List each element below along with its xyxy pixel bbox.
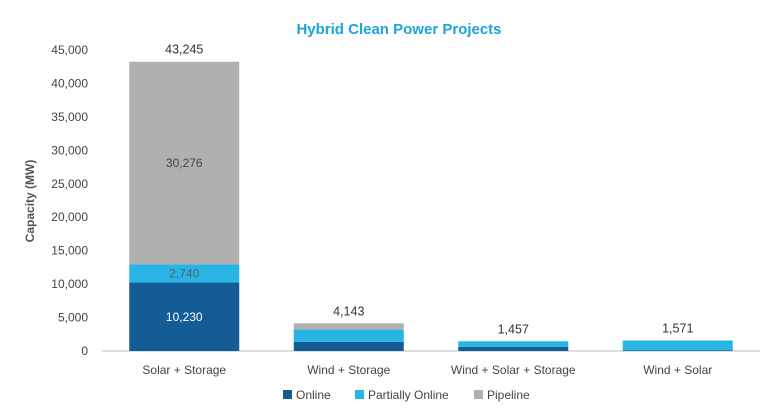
x-tick-label: Solar + Storage	[142, 363, 226, 377]
bar-segment	[293, 323, 404, 330]
y-tick-label: 30,000	[51, 143, 88, 157]
bar-segment-label: 30,276	[166, 156, 203, 170]
legend-item: Partially Online	[355, 388, 449, 402]
bar-segment	[129, 61, 240, 265]
bar-segment	[293, 329, 404, 342]
y-axis-label: Capacity (MW)	[23, 160, 37, 243]
y-tick-label: 10,000	[51, 277, 88, 291]
y-tick-label: 25,000	[51, 177, 88, 191]
bar-segment	[458, 346, 569, 351]
y-tick-label: 45,000	[51, 43, 88, 57]
bar-segment	[622, 340, 733, 351]
bar-total-label: 1,571	[662, 321, 693, 335]
bar-segment-label: 10,230	[166, 310, 203, 324]
x-tick-label: Wind + Solar	[643, 363, 712, 377]
bar-total-label: 43,245	[165, 43, 203, 57]
legend-swatch	[355, 390, 364, 399]
bar-segment	[622, 350, 733, 351]
y-tick-label: 35,000	[51, 110, 88, 124]
x-tick-label: Wind + Solar + Storage	[451, 363, 576, 377]
bar-segment	[129, 264, 240, 283]
legend-label: Online	[296, 388, 331, 402]
y-tick-label: 5,000	[58, 311, 88, 325]
legend-label: Partially Online	[368, 388, 449, 402]
chart-title: Hybrid Clean Power Projects	[296, 21, 501, 38]
y-tick-label: 15,000	[51, 244, 88, 258]
y-tick-label: 40,000	[51, 76, 88, 90]
legend-label: Pipeline	[487, 388, 530, 402]
bar-segment	[458, 341, 569, 347]
bar-segment-label: 2,740	[169, 266, 199, 280]
legend-item: Pipeline	[474, 388, 530, 402]
bar-total-label: 4,143	[333, 304, 364, 318]
y-tick-label: 20,000	[51, 210, 88, 224]
bar-segment	[129, 282, 240, 351]
bar-total-label: 1,457	[498, 322, 529, 336]
bar-segment	[293, 341, 404, 351]
y-tick-label: 0	[81, 344, 88, 358]
legend-swatch	[474, 390, 483, 399]
legend-swatch	[283, 390, 292, 399]
x-tick-label: Wind + Storage	[307, 363, 390, 377]
legend-item: Online	[283, 388, 331, 402]
